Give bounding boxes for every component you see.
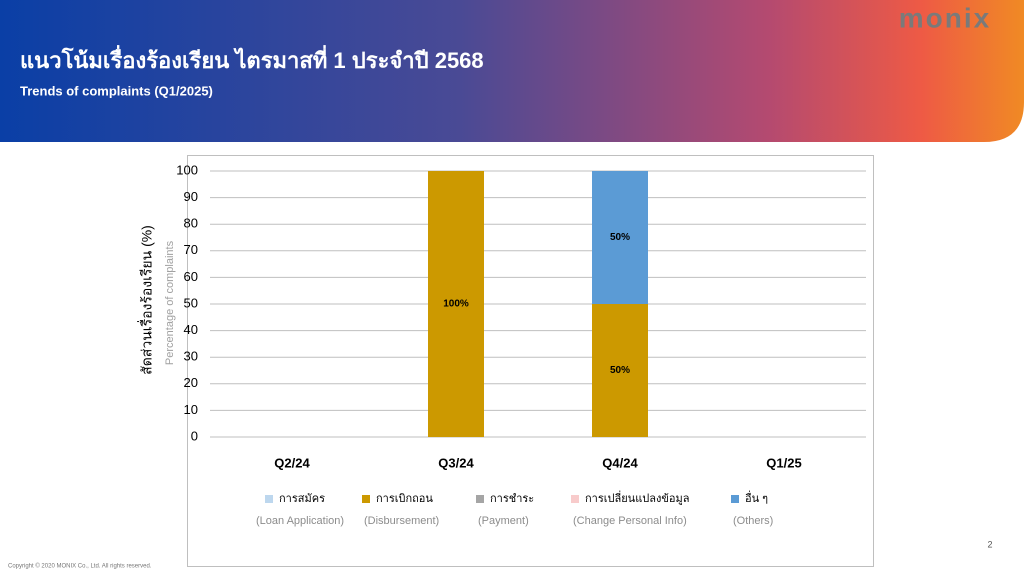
bar-segment bbox=[592, 304, 648, 437]
legend-note: (Others) bbox=[733, 515, 773, 527]
y-tick-label: 50 bbox=[184, 295, 198, 310]
x-tick-label: Q3/24 bbox=[438, 455, 474, 470]
legend-label: การเปลี่ยนแปลงข้อมูล bbox=[585, 490, 690, 505]
legend-note: (Payment) bbox=[478, 515, 529, 527]
bar-segment bbox=[592, 171, 648, 304]
legend-swatch bbox=[362, 495, 370, 503]
y-tick-label: 0 bbox=[191, 428, 198, 443]
legend-label: การสมัคร bbox=[279, 493, 325, 505]
bar-segment bbox=[428, 171, 484, 437]
x-tick-label: Q1/25 bbox=[766, 455, 801, 470]
legend-label: การเบิกถอน bbox=[376, 493, 433, 505]
legend-note: (Change Personal Info) bbox=[573, 515, 687, 527]
chart-frame bbox=[187, 155, 874, 567]
legend-swatch bbox=[731, 495, 739, 503]
page-number: 2 bbox=[987, 539, 992, 549]
legend-swatch bbox=[571, 495, 579, 503]
legend-swatch bbox=[265, 495, 273, 503]
y-tick-label: 100 bbox=[176, 162, 198, 177]
legend-note: (Disbursement) bbox=[364, 515, 439, 527]
data-label: 100% bbox=[443, 299, 469, 310]
y-tick-label: 60 bbox=[184, 269, 198, 284]
y-tick-label: 10 bbox=[184, 402, 198, 417]
y-tick-label: 70 bbox=[184, 242, 198, 257]
y-axis-subtitle: Percentage of complaints bbox=[164, 240, 176, 365]
legend-note: (Loan Application) bbox=[256, 515, 344, 527]
data-label: 50% bbox=[610, 232, 630, 243]
logo: monix bbox=[899, 2, 991, 33]
y-tick-label: 90 bbox=[184, 189, 198, 204]
y-tick-label: 30 bbox=[184, 349, 198, 364]
y-tick-label: 20 bbox=[184, 375, 198, 390]
subtitle: Trends of complaints (Q1/2025) bbox=[20, 83, 213, 98]
x-tick-label: Q2/24 bbox=[274, 455, 310, 470]
title: แนวโน้มเรื่องร้องเรียน ไตรมาสที่ 1 ประจำ… bbox=[20, 44, 484, 73]
x-tick-label: Q4/24 bbox=[602, 455, 638, 470]
y-axis-title: สัดส่วนเรื่องร้องเรียน (%) bbox=[138, 225, 155, 375]
legend-label: การชำระ bbox=[490, 493, 534, 505]
y-tick-label: 40 bbox=[184, 322, 198, 337]
copyright: Copyright © 2020 MONIX Co., Ltd. All rig… bbox=[8, 563, 152, 570]
y-tick-label: 80 bbox=[184, 216, 198, 231]
legend-swatch bbox=[476, 495, 484, 503]
header-band bbox=[0, 0, 1024, 142]
data-label: 50% bbox=[610, 365, 630, 376]
legend-label: อื่น ๆ bbox=[745, 490, 768, 505]
